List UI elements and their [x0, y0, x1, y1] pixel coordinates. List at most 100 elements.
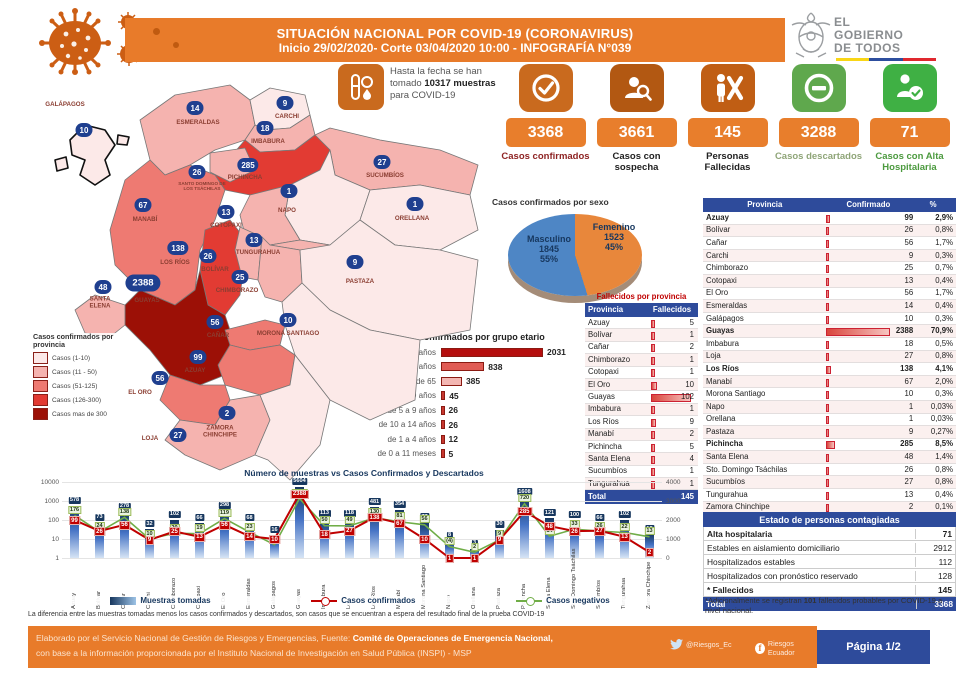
negative-value-label: 138 — [117, 507, 132, 516]
confirmed-value-label: 285 — [516, 507, 533, 517]
confirmed-number: 26 — [904, 464, 914, 474]
sample-value-label: 1608 — [516, 488, 533, 496]
province-row: Bolívar 26 0,8% — [703, 224, 956, 238]
confirmed-bar — [825, 252, 830, 261]
province-name: Sto. Domingo Tsáchilas — [706, 464, 788, 474]
deaths-bar — [651, 369, 655, 378]
minus-circle-icon — [791, 64, 846, 112]
province-name: Chimborazo — [706, 263, 749, 273]
confirmed-value-label: 1 — [470, 554, 479, 563]
confirmed-number: 1 — [908, 401, 914, 411]
age-label: de 5 a 9 años — [387, 405, 436, 415]
sample-bar — [520, 497, 529, 558]
confirmed-value: 138 — [824, 364, 913, 374]
confirmed-value-label: 99 — [68, 516, 81, 526]
province-name: Tungurahua — [588, 478, 630, 488]
percent-value: 0,3% — [935, 389, 954, 399]
deaths-number: 1 — [689, 354, 694, 364]
confirmed-value: 25 — [824, 263, 913, 274]
deaths-row: Bolívar 1 — [585, 329, 698, 342]
discharged-icon — [882, 64, 937, 112]
province-name: Imbabura — [706, 338, 739, 348]
sample-value-label: 113 — [318, 509, 331, 517]
sample-value-label: 102 — [618, 510, 631, 518]
deaths-bar — [651, 394, 691, 403]
deaths-bar — [651, 344, 655, 353]
percent-value: 70,9% — [930, 326, 954, 336]
map-badge-zamora: 2 — [218, 406, 236, 420]
sample-value-label: 8 — [446, 531, 453, 539]
province-name: Guayas — [588, 392, 615, 402]
province-name: Azuay — [706, 212, 729, 222]
status-label: Estables en aislamiento domiciliario — [707, 542, 840, 553]
age-row: de 0 a 11 meses 5 — [336, 447, 598, 462]
confirmed-bar — [825, 365, 832, 374]
confirmed-value-label: 56 — [218, 520, 231, 530]
sex-chart-title: Casos confirmados por sexo — [492, 197, 609, 207]
confirmed-number: 9 — [908, 250, 914, 260]
samples-note: Hasta la fecha se han tomado 10317 muest… — [338, 64, 496, 110]
sample-bar — [470, 548, 479, 558]
deaths-bar — [651, 319, 655, 328]
pie-label-masculino: Masculino 1845 55% — [526, 234, 571, 264]
confirmed-bar — [825, 504, 830, 513]
map-badge-pichincha: 285 — [237, 158, 259, 172]
stat-label: Casos confirmados — [501, 151, 590, 162]
status-value: 2912 — [915, 542, 952, 553]
confirmed-value: 13 — [824, 276, 913, 286]
age-bar — [441, 420, 445, 430]
map-badge-carchi: 9 — [276, 96, 294, 110]
ecuador-map: Casos confirmados por provincia Casos (1… — [30, 65, 495, 483]
y-axis-left-tick: 10 — [51, 535, 59, 543]
confirmed-value: 26 — [824, 464, 914, 475]
footer-line2: con base a la información proporcionada … — [36, 648, 472, 658]
map-label-cotopaxi: COTOPAXI — [210, 221, 242, 229]
province-name: Los Ríos — [588, 416, 619, 426]
confirmed-number: 27 — [904, 351, 914, 361]
province-name: Imbabura — [588, 404, 621, 414]
y-axis-right-tick: 2000 — [666, 516, 681, 524]
confirmed-number: 1 — [908, 414, 914, 424]
map-label-eloro: EL ORO — [128, 388, 152, 396]
age-label: de 1 a 4 años — [387, 434, 436, 444]
map-label-galapagos: GALÁPAGOS — [45, 100, 85, 108]
province-row: Imbabura 18 0,5% — [703, 337, 956, 351]
deaths-row: Cañar 2 — [585, 341, 698, 355]
legend-negativos: Casos negativos — [516, 596, 610, 606]
legend-label: Casos (51-125) — [52, 382, 98, 390]
province-name: Morona Santiago — [706, 389, 766, 399]
percent-value: 0,8% — [935, 225, 954, 235]
twitter-handle[interactable]: @Riesgos_Ec — [670, 639, 732, 650]
confirmed-value-label: 56 — [118, 520, 131, 530]
confirmed-value-label: 13 — [193, 532, 206, 542]
deaths-number: 102 — [680, 392, 694, 402]
confirmed-bar — [825, 441, 835, 450]
map-svg — [54, 84, 479, 481]
deaths-row: Guayas 102 — [585, 391, 698, 404]
province-name: Pichincha — [706, 439, 743, 449]
y-axis-left-tick: 1 — [55, 554, 59, 562]
province-name: Bolívar — [588, 330, 613, 340]
province-row: Los Ríos 138 4,1% — [703, 363, 956, 376]
map-badge-napo: 1 — [280, 184, 298, 198]
confirmed-value-label: 27 — [593, 526, 606, 536]
y-axis-right-tick: 0 — [666, 554, 670, 562]
facebook-handle[interactable]: f Riesgos Ecuador — [755, 639, 817, 657]
age-bar — [441, 362, 485, 372]
status-value: 145 — [915, 584, 952, 595]
confirmed-value: 9 — [824, 427, 913, 437]
stat-value: 71 — [869, 118, 950, 147]
percent-value: 0,4% — [935, 300, 954, 310]
confirmed-value-label: 9 — [495, 535, 504, 545]
deceased-icon — [700, 64, 755, 112]
deaths-value: 1 — [650, 330, 694, 341]
confirmed-bar — [825, 239, 830, 248]
percent-value: 8,5% — [935, 439, 954, 449]
y-axis-left-tick: 100 — [48, 516, 59, 524]
confirmed-bar — [825, 277, 830, 286]
legend-label: Casos (11 - 50) — [52, 368, 97, 376]
y-axis-left-tick: 1000 — [44, 497, 59, 505]
confirmed-bar — [825, 214, 831, 223]
province-name: Napo — [706, 401, 725, 411]
confirmed-bar — [825, 353, 830, 362]
